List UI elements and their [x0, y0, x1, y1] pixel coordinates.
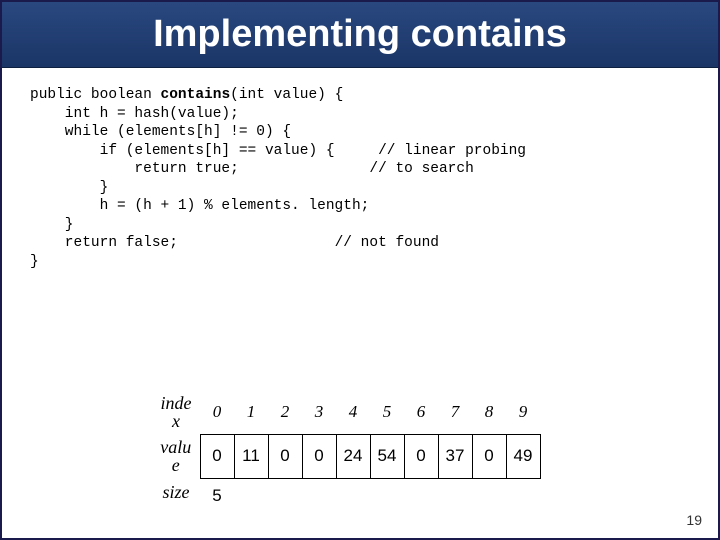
value-cell: 11	[234, 434, 268, 478]
value-cell: 0	[200, 434, 234, 478]
size-label: size	[152, 478, 200, 507]
index-cell: 5	[370, 390, 404, 434]
index-cell: 3	[302, 390, 336, 434]
code-block: public boolean contains(int value) { int…	[30, 86, 690, 271]
value-cell: 0	[404, 434, 438, 478]
index-label: inde x	[152, 390, 200, 434]
size-row: size 5	[152, 478, 540, 507]
value-cell: 37	[438, 434, 472, 478]
index-cell: 9	[506, 390, 540, 434]
slide-title: Implementing contains	[153, 13, 567, 56]
index-cell: 7	[438, 390, 472, 434]
index-cell: 6	[404, 390, 438, 434]
title-bar: Implementing contains	[2, 2, 718, 68]
value-label: valu e	[152, 434, 200, 478]
index-cell: 4	[336, 390, 370, 434]
index-row: inde x 0 1 2 3 4 5 6 7 8 9	[152, 390, 540, 434]
page-number: 19	[686, 512, 702, 528]
hash-table: inde x 0 1 2 3 4 5 6 7 8 9 valu e 0 11 0…	[152, 390, 541, 507]
size-value: 5	[200, 478, 234, 507]
value-cell: 49	[506, 434, 540, 478]
value-cell: 54	[370, 434, 404, 478]
index-cell: 1	[234, 390, 268, 434]
value-cell: 24	[336, 434, 370, 478]
index-cell: 8	[472, 390, 506, 434]
value-cell: 0	[472, 434, 506, 478]
value-cell: 0	[268, 434, 302, 478]
index-cell: 2	[268, 390, 302, 434]
index-cell: 0	[200, 390, 234, 434]
value-row: valu e 0 11 0 0 24 54 0 37 0 49	[152, 434, 540, 478]
value-cell: 0	[302, 434, 336, 478]
